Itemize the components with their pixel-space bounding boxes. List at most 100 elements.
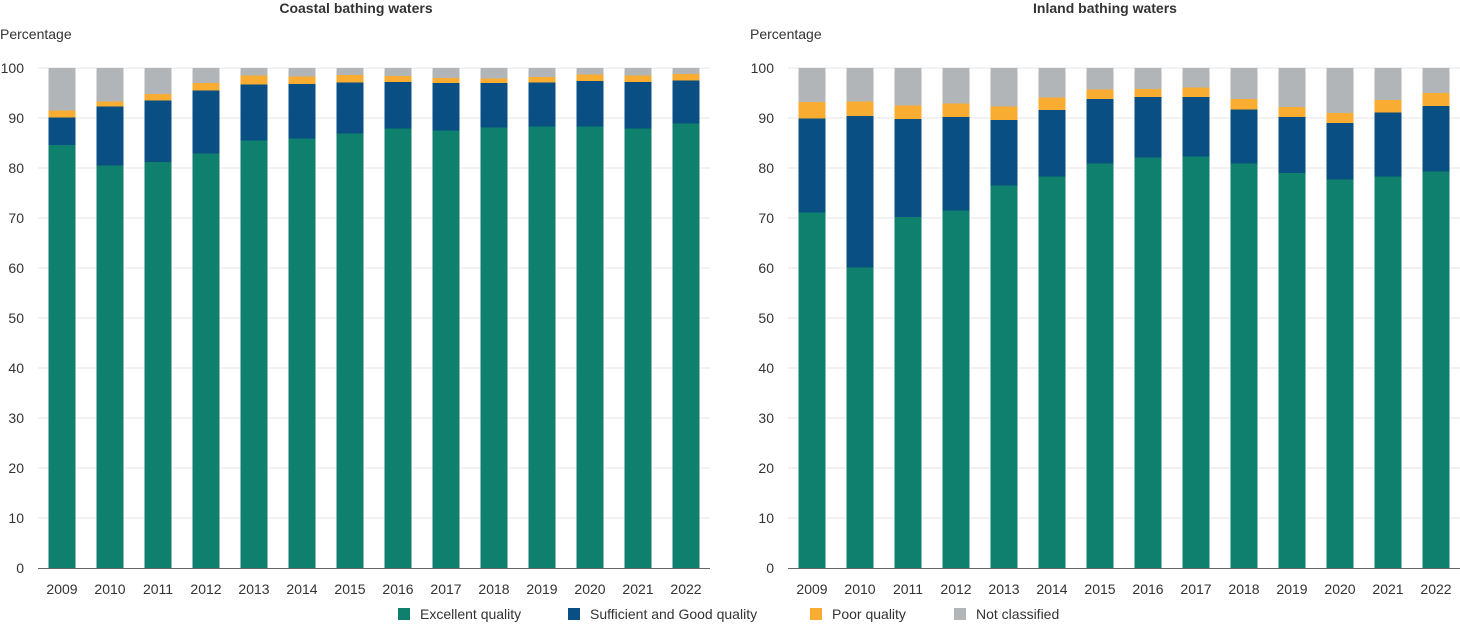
bar-segment: [576, 74, 604, 81]
bar-segment: [384, 128, 412, 568]
legend-label-poor: Poor quality: [832, 606, 906, 622]
x-tick-label: 2009: [46, 581, 77, 597]
bar-segment: [384, 68, 412, 76]
x-tick-label: 2017: [1180, 581, 1211, 597]
bar-segment: [528, 68, 556, 77]
x-tick-label: 2010: [94, 581, 125, 597]
bar-segment: [48, 117, 76, 145]
bar-segment: [240, 75, 268, 85]
bar-segment: [798, 68, 826, 102]
bar-segment: [1374, 68, 1402, 100]
y-tick-label: 100: [1, 60, 25, 76]
bar-segment: [624, 75, 652, 82]
bar-segment: [576, 126, 604, 568]
y-tick-label: 60: [758, 260, 774, 276]
bar-segment: [288, 68, 316, 77]
y-tick-label: 0: [766, 560, 774, 576]
bar-segment: [846, 101, 874, 116]
bar-segment: [1374, 100, 1402, 113]
bar-segment: [96, 165, 124, 568]
legend-swatch-poor: [810, 608, 822, 620]
bar-segment: [240, 68, 268, 76]
bar-segment: [1422, 106, 1450, 172]
bar-segment: [624, 128, 652, 568]
bar-segment: [1326, 113, 1354, 123]
y-tick-label: 20: [8, 460, 24, 476]
x-tick-label: 2021: [622, 581, 653, 597]
bar-segment: [1230, 99, 1258, 110]
legend-item-poor: Poor quality: [810, 606, 906, 622]
bar-segment: [798, 212, 826, 568]
x-tick-label: 2022: [670, 581, 701, 597]
bar-segment: [336, 82, 364, 134]
bar-segment: [1134, 89, 1162, 97]
y-tick-label: 70: [8, 210, 24, 226]
bar-segment: [48, 110, 76, 118]
x-tick-label: 2019: [526, 581, 557, 597]
y-tick-label: 20: [758, 460, 774, 476]
bar-segment: [1038, 176, 1066, 568]
x-tick-label: 2014: [286, 581, 317, 597]
bar-segment: [672, 80, 700, 124]
bar-segment: [624, 68, 652, 76]
y-tick-label: 80: [758, 160, 774, 176]
bar-segment: [846, 116, 874, 268]
bar-segment: [1422, 68, 1450, 93]
bar-segment: [288, 84, 316, 139]
legend: Excellent quality Sufficient and Good qu…: [0, 606, 1460, 628]
bar-segment: [1086, 68, 1114, 90]
bar-segment: [480, 127, 508, 568]
bar-segment: [1278, 117, 1306, 173]
chart-title: Inland bathing waters: [1033, 0, 1177, 16]
bar-segment: [624, 82, 652, 129]
y-tick-label: 10: [8, 510, 24, 526]
bar-segment: [336, 133, 364, 568]
bar-segment: [894, 68, 922, 106]
bar-segment: [1230, 109, 1258, 164]
bar-segment: [1326, 123, 1354, 180]
legend-item-not-classified: Not classified: [954, 606, 1059, 622]
bar-segment: [480, 68, 508, 79]
bar-segment: [528, 126, 556, 568]
bar-segment: [942, 210, 970, 568]
y-tick-label: 30: [758, 410, 774, 426]
bar-segment: [798, 102, 826, 119]
bar-segment: [990, 120, 1018, 186]
bar-segment: [336, 68, 364, 75]
bar-segment: [1134, 157, 1162, 568]
y-axis-label: Percentage: [750, 26, 822, 42]
bar-segment: [1086, 99, 1114, 164]
x-tick-label: 2019: [1276, 581, 1307, 597]
charts-canvas: Coastal bathing waters Percentage 0 10 20 30 4…: [0, 0, 1460, 597]
bar-segment: [990, 106, 1018, 120]
bar-segment: [1278, 173, 1306, 568]
x-tick-label: 2012: [940, 581, 971, 597]
y-tick-label: 60: [8, 260, 24, 276]
bar-segment: [48, 68, 76, 111]
x-tick-label: 2010: [844, 581, 875, 597]
bar-segment: [672, 123, 700, 568]
bar-segment: [942, 117, 970, 211]
chart-title: Coastal bathing waters: [279, 0, 432, 16]
bar-segment: [144, 100, 172, 162]
bar-segment: [798, 118, 826, 213]
x-tick-label: 2018: [1228, 581, 1259, 597]
bar-segment: [894, 217, 922, 568]
y-tick-label: 50: [8, 310, 24, 326]
x-tick-label: 2012: [190, 581, 221, 597]
bar-segment: [672, 74, 700, 81]
y-tick-label: 0: [16, 560, 24, 576]
bar-segment: [1230, 163, 1258, 568]
bar-segment: [528, 82, 556, 127]
bar-segment: [384, 76, 412, 82]
bar-segment: [1086, 89, 1114, 99]
legend-swatch-not-classified: [954, 608, 966, 620]
legend-label-sufficient-good: Sufficient and Good quality: [590, 606, 758, 622]
bar-segment: [846, 267, 874, 568]
bar-segment: [990, 185, 1018, 568]
x-tick-label: 2011: [143, 581, 173, 597]
bar-segment: [144, 68, 172, 94]
y-axis-label: Percentage: [0, 26, 72, 42]
legend-item-sufficient-good: Sufficient and Good quality: [568, 606, 757, 622]
x-tick-label: 2013: [988, 581, 1019, 597]
